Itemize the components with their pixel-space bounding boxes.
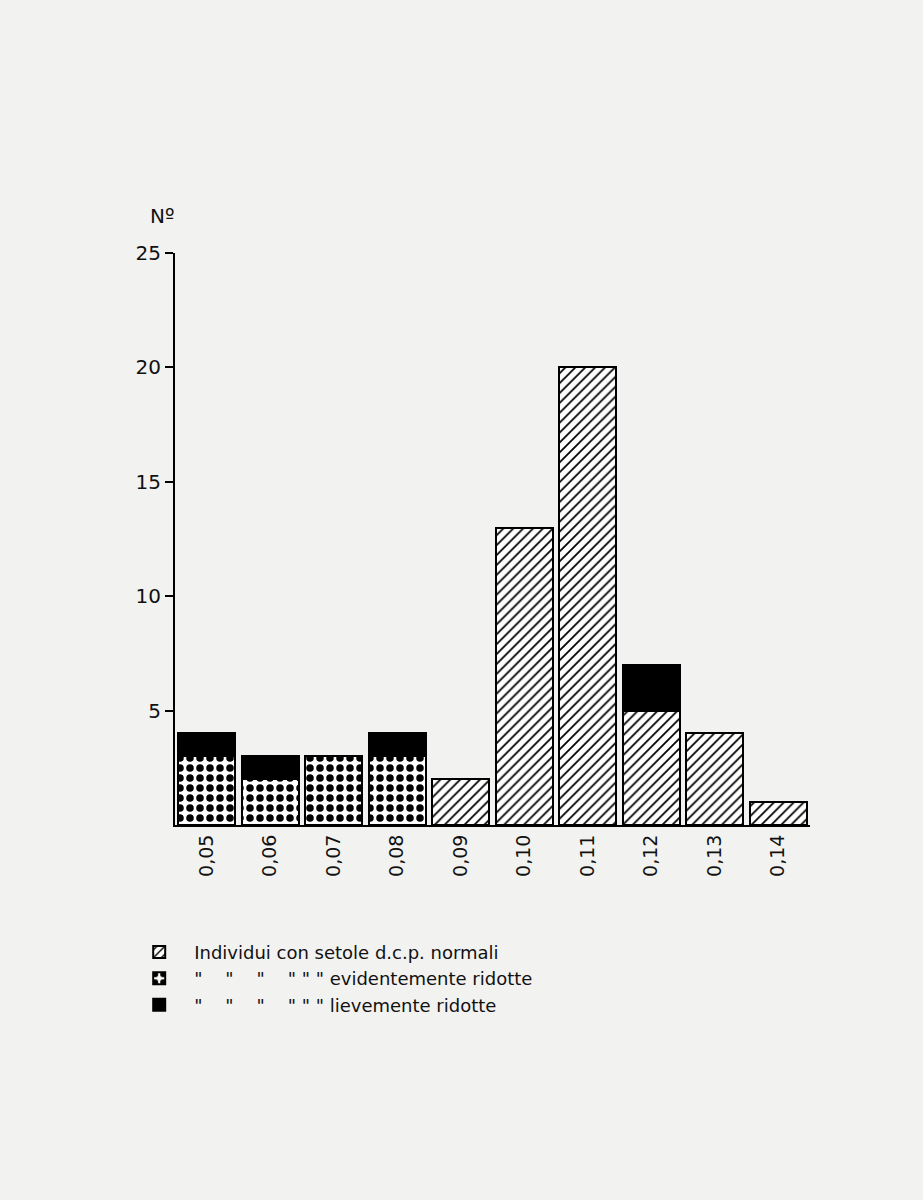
svg-text:0,14: 0,14 — [766, 835, 788, 877]
svg-text:0,08: 0,08 — [385, 835, 407, 877]
svg-text:5: 5 — [148, 699, 161, 723]
svg-text:0,13: 0,13 — [703, 835, 725, 877]
svg-text:" " " " " " lievement: " " " " " " lievemente ridotte — [194, 995, 496, 1016]
svg-text:25: 25 — [136, 241, 161, 265]
svg-text:10: 10 — [136, 584, 161, 608]
svg-text:15: 15 — [136, 470, 161, 494]
svg-text:0,10: 0,10 — [512, 835, 534, 877]
svg-text:0,09: 0,09 — [449, 835, 471, 877]
svg-text:0,06: 0,06 — [258, 835, 280, 877]
svg-text:" " " " " " evidentem: " " " " " " evidentemente ridotte — [194, 968, 532, 989]
svg-text:Individui con setole d.c.p. no: Individui con setole d.c.p. normali — [194, 942, 498, 963]
svg-text:Nº: Nº — [150, 204, 174, 228]
svg-text:20: 20 — [136, 355, 161, 379]
svg-text:0,11: 0,11 — [576, 835, 598, 877]
svg-text:0,05: 0,05 — [195, 835, 217, 877]
svg-text:0,12: 0,12 — [639, 835, 661, 877]
svg-text:0,07: 0,07 — [322, 835, 344, 877]
